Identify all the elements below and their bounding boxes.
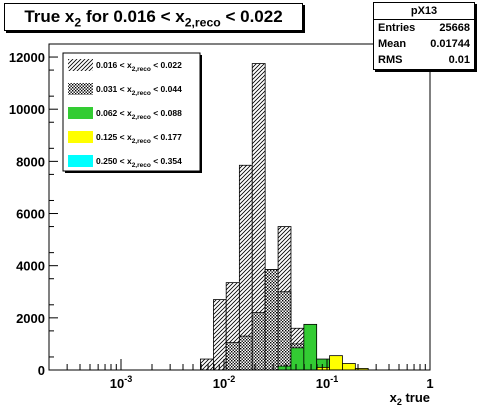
x-tick-label: 10-1 xyxy=(316,374,338,391)
stats-box: pX13 Entries 25668 Mean 0.01744 RMS 0.01 xyxy=(373,2,475,70)
y-tick-label: 6000 xyxy=(16,207,45,222)
plot-border xyxy=(48,43,431,371)
legend-label: 0.016 < x2,reco < 0.022 xyxy=(96,60,182,73)
legend-label: 0.031 < x2,reco < 0.044 xyxy=(96,84,182,97)
stats-value: 0.01744 xyxy=(430,38,470,50)
stats-label: RMS xyxy=(378,54,403,66)
title-part: True x xyxy=(24,7,75,26)
legend-label: 0.125 < x2,reco < 0.177 xyxy=(96,132,182,145)
histogram-title: True x2 for 0.016 < x2,reco < 0.022 xyxy=(4,3,303,31)
bar-series-2-bin-2 xyxy=(303,323,318,371)
y-tick-label: 2000 xyxy=(16,311,45,326)
title-sub: 2,reco xyxy=(184,15,221,30)
title-part: for 0.016 < x xyxy=(81,7,185,26)
x-tick-label: 10-2 xyxy=(213,374,235,391)
bar-series-3-bin-2 xyxy=(342,363,356,371)
bar-series-1-bin-4 xyxy=(277,291,292,371)
bar-series-1-bin-3 xyxy=(264,269,279,371)
stats-label: Mean xyxy=(378,38,407,50)
bar-series-1-bin-1 xyxy=(238,335,253,371)
y-tick-label: 0 xyxy=(38,363,45,378)
bar-series-1-bin-2 xyxy=(251,312,266,371)
legend-swatch xyxy=(68,155,93,167)
legend-swatch xyxy=(68,83,93,95)
stats-label: Entries xyxy=(378,22,416,34)
bar-series-1-bin-0 xyxy=(225,342,240,371)
legend: 0.016 < x2,reco < 0.022 0.031 < x2,reco <… xyxy=(62,52,202,173)
bar-series-2-bin-1 xyxy=(290,347,305,371)
x-axis-title: x2 true xyxy=(390,390,430,407)
bar-series-0-bin-0 xyxy=(199,358,214,371)
stats-row-mean: Mean 0.01744 xyxy=(374,36,474,52)
x-tick-label: 1 xyxy=(426,376,433,391)
legend-swatch xyxy=(68,59,93,71)
stats-value: 0.01 xyxy=(448,54,470,66)
title-part: < 0.022 xyxy=(220,7,283,26)
legend-swatch xyxy=(68,131,93,143)
title-sub: 2 xyxy=(74,15,82,30)
y-tick-label: 8000 xyxy=(16,154,45,169)
stats-row-rms: RMS 0.01 xyxy=(374,52,474,68)
bars-layer xyxy=(199,63,369,371)
legend-swatch xyxy=(68,107,93,119)
y-tick-label: 4000 xyxy=(16,259,45,274)
axes-layer: 0 2000 4000 6000 8000 10000 12000 10-3 10-2 10-1 1… xyxy=(9,43,434,407)
stats-value: 25668 xyxy=(439,22,470,34)
bar-series-2-bin-0 xyxy=(277,365,292,371)
stats-name: pX13 xyxy=(374,3,474,20)
stats-row-entries: Entries 25668 xyxy=(374,20,474,36)
bar-series-3-bin-1 xyxy=(329,355,343,371)
legend-label: 0.250 < x2,reco < 0.354 xyxy=(96,156,182,169)
x-tick-label: 10-3 xyxy=(110,374,132,391)
y-tick-label: 10000 xyxy=(9,102,45,117)
legend-label: 0.062 < x2,reco < 0.088 xyxy=(96,108,182,121)
y-tick-label: 12000 xyxy=(9,50,45,65)
